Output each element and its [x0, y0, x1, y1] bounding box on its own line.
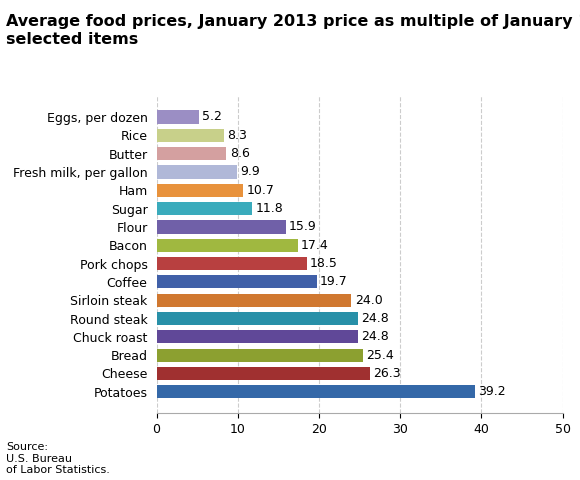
Bar: [157, 330, 358, 343]
Text: 15.9: 15.9: [289, 220, 317, 233]
Bar: [157, 220, 286, 233]
Bar: [157, 257, 307, 270]
Bar: [157, 129, 224, 142]
Text: Source:
U.S. Bureau
of Labor Statistics.: Source: U.S. Bureau of Labor Statistics.: [6, 442, 110, 475]
Bar: [157, 239, 298, 252]
Bar: [157, 184, 244, 197]
Text: 24.0: 24.0: [355, 294, 382, 307]
Text: 17.4: 17.4: [301, 239, 329, 252]
Text: 10.7: 10.7: [246, 184, 274, 197]
Text: 19.7: 19.7: [320, 276, 347, 288]
Text: 25.4: 25.4: [366, 348, 394, 361]
Text: 8.6: 8.6: [230, 147, 249, 160]
Text: 8.3: 8.3: [227, 129, 247, 142]
Bar: [157, 202, 252, 215]
Text: 11.8: 11.8: [256, 202, 284, 215]
Text: 39.2: 39.2: [478, 385, 506, 398]
Text: 24.8: 24.8: [361, 330, 389, 343]
Bar: [157, 276, 317, 288]
Text: 9.9: 9.9: [240, 166, 260, 179]
Text: 26.3: 26.3: [374, 367, 401, 380]
Bar: [157, 147, 226, 160]
Text: Average food prices, January 2013 price as multiple of January 1913 price,
selec: Average food prices, January 2013 price …: [6, 14, 580, 47]
Text: 18.5: 18.5: [310, 257, 338, 270]
Bar: [157, 312, 358, 325]
Bar: [157, 367, 370, 380]
Bar: [157, 385, 475, 398]
Bar: [157, 110, 199, 123]
Bar: [157, 348, 363, 362]
Bar: [157, 166, 237, 179]
Text: 24.8: 24.8: [361, 312, 389, 325]
Text: 5.2: 5.2: [202, 110, 222, 123]
Bar: [157, 294, 351, 307]
